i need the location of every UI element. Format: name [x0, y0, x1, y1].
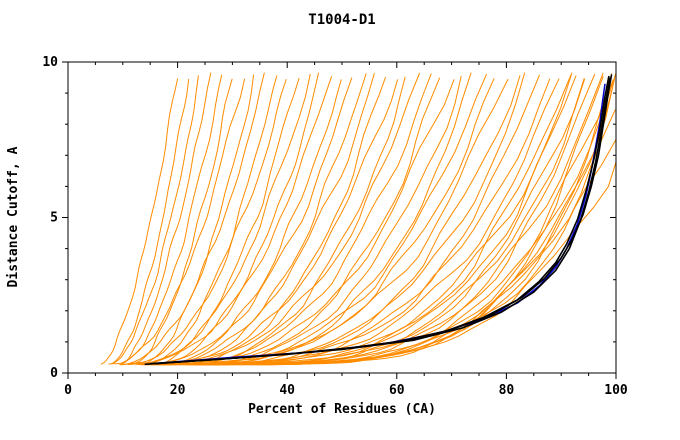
- model-curve: [135, 78, 509, 366]
- best-model-curve: [144, 74, 613, 366]
- best-model-curve: [150, 75, 610, 365]
- model-curve: [164, 78, 585, 366]
- model-curve: [148, 75, 278, 366]
- curves-layer: [100, 72, 616, 366]
- plot-border: [67, 61, 617, 374]
- model-curve: [186, 72, 472, 366]
- model-curve: [152, 78, 551, 365]
- model-curve: [108, 75, 199, 365]
- model-curve: [166, 78, 560, 366]
- y-axis-label: Distance Cutoff, A: [6, 146, 21, 287]
- model-curve: [192, 74, 572, 366]
- model-curve: [141, 72, 375, 366]
- plot-frame: [67, 61, 617, 374]
- y-tick-label: 0: [50, 366, 58, 381]
- x-tick-label: 60: [389, 383, 405, 398]
- model-curve: [127, 76, 333, 366]
- model-curve: [138, 77, 353, 365]
- model-curve: [159, 79, 342, 365]
- model-curve: [125, 78, 287, 365]
- model-curve: [120, 72, 212, 366]
- model-curve: [131, 78, 233, 365]
- chart-title: T1004-D1: [308, 12, 375, 28]
- model-curve: [120, 72, 265, 366]
- model-curve: [187, 90, 613, 366]
- model-curve: [110, 79, 190, 365]
- x-tick-label: 80: [499, 383, 515, 398]
- y-tick-label: 5: [50, 211, 58, 226]
- model-curve: [150, 78, 300, 365]
- x-tick-label: 20: [170, 383, 186, 398]
- y-tick-label: 10: [42, 55, 58, 70]
- x-tick-label: 40: [279, 383, 295, 398]
- model-curve: [196, 77, 616, 366]
- x-tick-label: 0: [64, 383, 72, 398]
- model-curve: [205, 72, 616, 366]
- best-model-curve: [155, 77, 611, 365]
- axis-ticks: [62, 61, 617, 379]
- x-tick-label: 100: [604, 383, 628, 398]
- axis-tick-labels: 0 20 40 60 80 100 0 5 10: [42, 55, 628, 398]
- model-curve: [174, 76, 387, 365]
- x-axis-label: Percent of Residues (CA): [248, 402, 436, 417]
- model-curve: [112, 78, 246, 365]
- model-curve: [100, 78, 179, 365]
- model-curve: [150, 79, 399, 365]
- model-curve: [197, 78, 586, 366]
- model-curve: [160, 73, 432, 366]
- model-curve: [135, 73, 311, 365]
